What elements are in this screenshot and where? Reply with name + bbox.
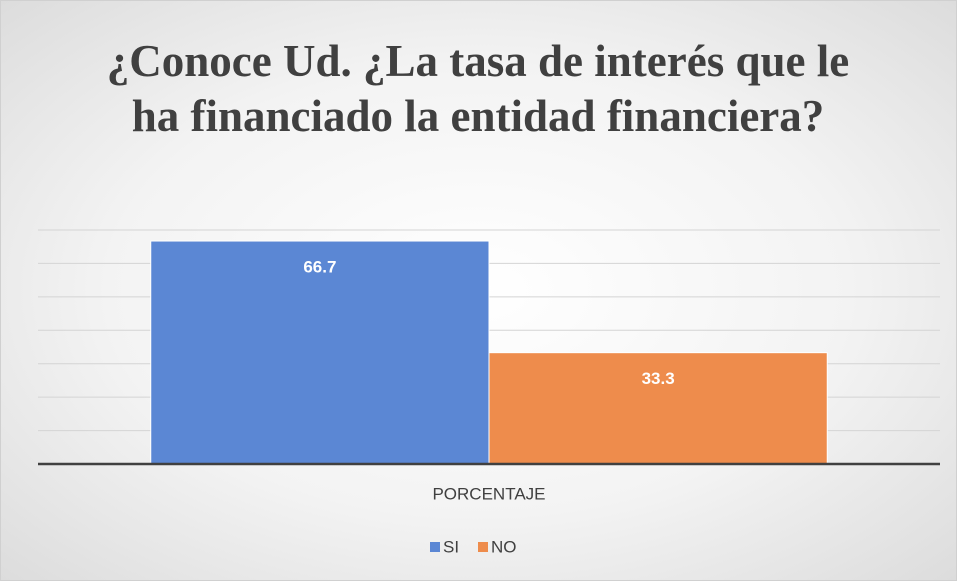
legend-swatch (478, 542, 488, 552)
data-label: 66.7 (303, 258, 336, 277)
x-axis-label: PORCENTAJE (432, 484, 545, 503)
legend-label: NO (491, 537, 517, 556)
legend-label: SI (443, 537, 459, 556)
legend-swatch (430, 542, 440, 552)
bar (150, 240, 490, 465)
data-label: 33.3 (642, 369, 675, 388)
chart-title: ¿Conoce Ud. ¿La tasa de interés que le h… (106, 36, 850, 141)
bar (488, 352, 828, 465)
